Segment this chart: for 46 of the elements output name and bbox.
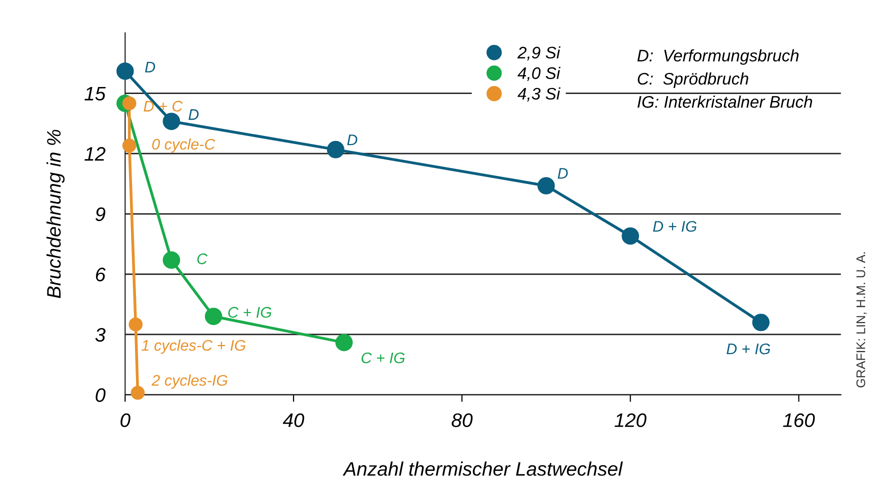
- point: [122, 138, 136, 152]
- point: [130, 386, 145, 400]
- point: [116, 62, 134, 80]
- y-tick-label: 15: [84, 86, 106, 101]
- annotation: D: [188, 109, 199, 120]
- y-tick-label: 6: [96, 268, 106, 282]
- annotation: C + IG: [362, 352, 405, 364]
- point: [122, 96, 136, 110]
- x-tick-label: 0: [120, 413, 130, 428]
- annotation: C: [197, 253, 208, 264]
- x-axis-title: Anzahl thermischer Lastwechsel: [342, 462, 623, 476]
- y-tick-label: 12: [84, 147, 106, 161]
- point: [162, 251, 180, 269]
- annotation: 0 cycle-C: [152, 138, 216, 153]
- point: [622, 227, 640, 245]
- x-tick-label: 160: [783, 413, 815, 428]
- annotation: 2 cycles-IG: [152, 374, 228, 389]
- y-tick-label: 9: [96, 207, 106, 222]
- point: [204, 308, 222, 326]
- x-tick-label: 40: [282, 413, 304, 428]
- x-tick-label: 120: [614, 413, 646, 428]
- y-axis-title: Bruchdehnung in %: [46, 130, 65, 298]
- annotation: C: Sprödbruch: [638, 72, 748, 88]
- point: [128, 317, 143, 332]
- annotation: 1 cycles-C + IG: [142, 340, 246, 354]
- annotation: D: [347, 134, 358, 146]
- annotation: D: [145, 62, 156, 72]
- legend-label: 2,9 Si: [517, 46, 560, 61]
- point: [752, 314, 770, 332]
- point: [162, 112, 180, 130]
- legend-label: 4,3 Si: [518, 87, 560, 102]
- y-tick-label: 3: [95, 328, 106, 342]
- y-tick-label: 0: [96, 388, 106, 402]
- annotation: IG: Interkristalner Bruch: [638, 96, 812, 108]
- x-tick-label: 80: [452, 413, 473, 428]
- annotation: D + C: [144, 100, 183, 112]
- point: [335, 334, 353, 352]
- legend-label: 4,0 Si: [518, 66, 560, 82]
- annotation: D: [558, 168, 568, 179]
- annotation: D + IG: [726, 343, 770, 354]
- annotation: D: Verformungsbruch: [637, 49, 799, 65]
- point: [537, 177, 555, 194]
- point: [326, 140, 344, 158]
- annotation: C + IG: [228, 306, 272, 318]
- text: GRAFIK: LIN, H.M. U. A.: [856, 252, 867, 388]
- annotation: D + IG: [653, 220, 696, 232]
